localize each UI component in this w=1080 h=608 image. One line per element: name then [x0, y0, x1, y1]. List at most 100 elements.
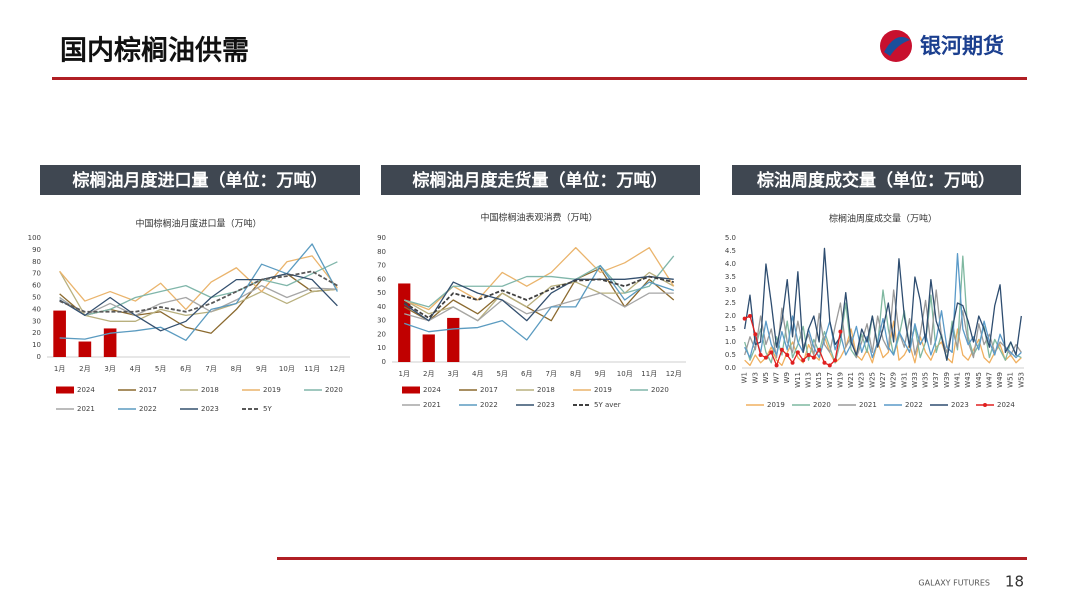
y-tick-label: 90	[377, 234, 386, 242]
marker	[769, 350, 774, 355]
x-tick-label: 4月	[130, 365, 141, 373]
legend-label: 2019	[767, 401, 785, 409]
chart-title: 中国棕榈油表观消费（万吨）	[480, 212, 597, 224]
x-tick-label: 3月	[448, 370, 459, 378]
x-tick-label: W39	[943, 372, 951, 388]
legend-label: 2020	[325, 386, 343, 394]
line	[404, 292, 674, 322]
marker	[790, 360, 795, 365]
marker	[758, 353, 763, 357]
y-tick-label: 5.0	[725, 234, 736, 242]
line	[59, 255, 338, 311]
line	[59, 273, 338, 332]
marker	[801, 358, 806, 363]
x-tick-label: 12月	[329, 365, 345, 373]
line	[744, 255, 1022, 364]
line	[403, 267, 675, 322]
x-tick-label: 10月	[617, 370, 633, 378]
x-tick-label: W11	[794, 372, 802, 388]
legend-label: 5Y aver	[594, 401, 621, 409]
legend-label: 2021	[423, 401, 441, 409]
legend-label: 2021	[859, 401, 877, 409]
y-tick-label: 4.5	[725, 247, 736, 255]
x-tick-label: W29	[890, 372, 898, 388]
x-tick-label: W45	[975, 372, 983, 388]
x-tick-label: 9月	[256, 365, 267, 373]
bar	[103, 328, 117, 357]
line	[404, 255, 675, 308]
y-tick-label: 40	[32, 305, 41, 313]
x-tick-label: 6月	[521, 370, 532, 378]
x-tick-label: 1月	[399, 370, 410, 378]
x-tick-label: 7月	[546, 370, 557, 378]
marker	[833, 358, 838, 363]
y-tick-label: 60	[377, 275, 386, 283]
y-tick-label: 20	[32, 329, 41, 337]
legend-label: 2017	[139, 386, 157, 394]
marker	[763, 355, 768, 360]
x-tick-label: W15	[815, 372, 823, 388]
marker	[811, 355, 816, 360]
y-tick-label: 40	[377, 303, 386, 311]
x-tick-label: W17	[826, 372, 834, 388]
x-tick-label: W3	[751, 372, 759, 383]
x-tick-label: 7月	[205, 365, 216, 373]
x-tick-label: W5	[762, 372, 770, 383]
marker	[838, 329, 843, 334]
panel-heading: 棕油周度成交量（单位：万吨）	[757, 170, 995, 191]
y-tick-label: 100	[28, 234, 41, 242]
legend-label: 2020	[651, 386, 669, 394]
bar	[398, 283, 411, 362]
line	[59, 284, 338, 316]
x-tick-label: W9	[783, 372, 791, 383]
footer-rule	[277, 557, 1027, 560]
y-tick-label: 0	[37, 353, 41, 361]
x-tick-label: W23	[858, 372, 866, 388]
x-tick-label: W37	[932, 372, 940, 388]
y-tick-label: 30	[32, 317, 41, 325]
line	[744, 252, 1022, 359]
x-tick-label: 9月	[595, 370, 606, 378]
logo-swoosh	[884, 36, 910, 56]
x-tick-label: 4月	[472, 370, 483, 378]
legend-swatch	[402, 386, 420, 394]
marker	[774, 363, 779, 368]
y-tick-label: 1.0	[725, 338, 736, 346]
x-tick-label: W1	[741, 372, 749, 383]
panel-heading-box	[732, 165, 1021, 195]
x-tick-label: W13	[805, 372, 813, 388]
line	[59, 261, 338, 316]
legend-label: 2019	[263, 386, 281, 394]
x-tick-label: W33	[911, 372, 919, 388]
marker	[742, 316, 747, 321]
x-tick-label: W19	[836, 372, 844, 388]
x-tick-label: W27	[879, 372, 887, 388]
x-tick-label: 8月	[231, 365, 242, 373]
x-tick-label: W31	[900, 372, 908, 388]
legend-label: 5Y	[263, 405, 272, 413]
legend-label: 2022	[480, 401, 498, 409]
logo: 银河期货	[880, 30, 1004, 62]
line	[403, 275, 674, 322]
line	[403, 275, 674, 319]
y-tick-label: 4.0	[725, 260, 736, 268]
marker	[795, 350, 800, 355]
x-tick-label: 3月	[104, 365, 115, 373]
x-tick-label: 5月	[497, 370, 508, 378]
legend-swatch	[56, 386, 74, 394]
line	[403, 271, 675, 322]
x-tick-label: 6月	[180, 365, 191, 373]
bar	[447, 317, 460, 362]
y-tick-label: 3.0	[725, 286, 736, 294]
x-tick-label: 5月	[155, 365, 166, 373]
x-tick-label: W25	[868, 372, 876, 388]
x-tick-label: W49	[996, 372, 1004, 388]
line	[744, 289, 1022, 359]
bar	[53, 310, 66, 357]
x-tick-label: W47	[985, 372, 993, 388]
x-tick-label: W7	[773, 372, 781, 383]
legend-label: 2023	[201, 405, 219, 413]
y-tick-label: 90	[32, 246, 41, 254]
page-number: 18	[1005, 573, 1024, 591]
footer-brand: GALAXY FUTURES	[918, 579, 990, 588]
